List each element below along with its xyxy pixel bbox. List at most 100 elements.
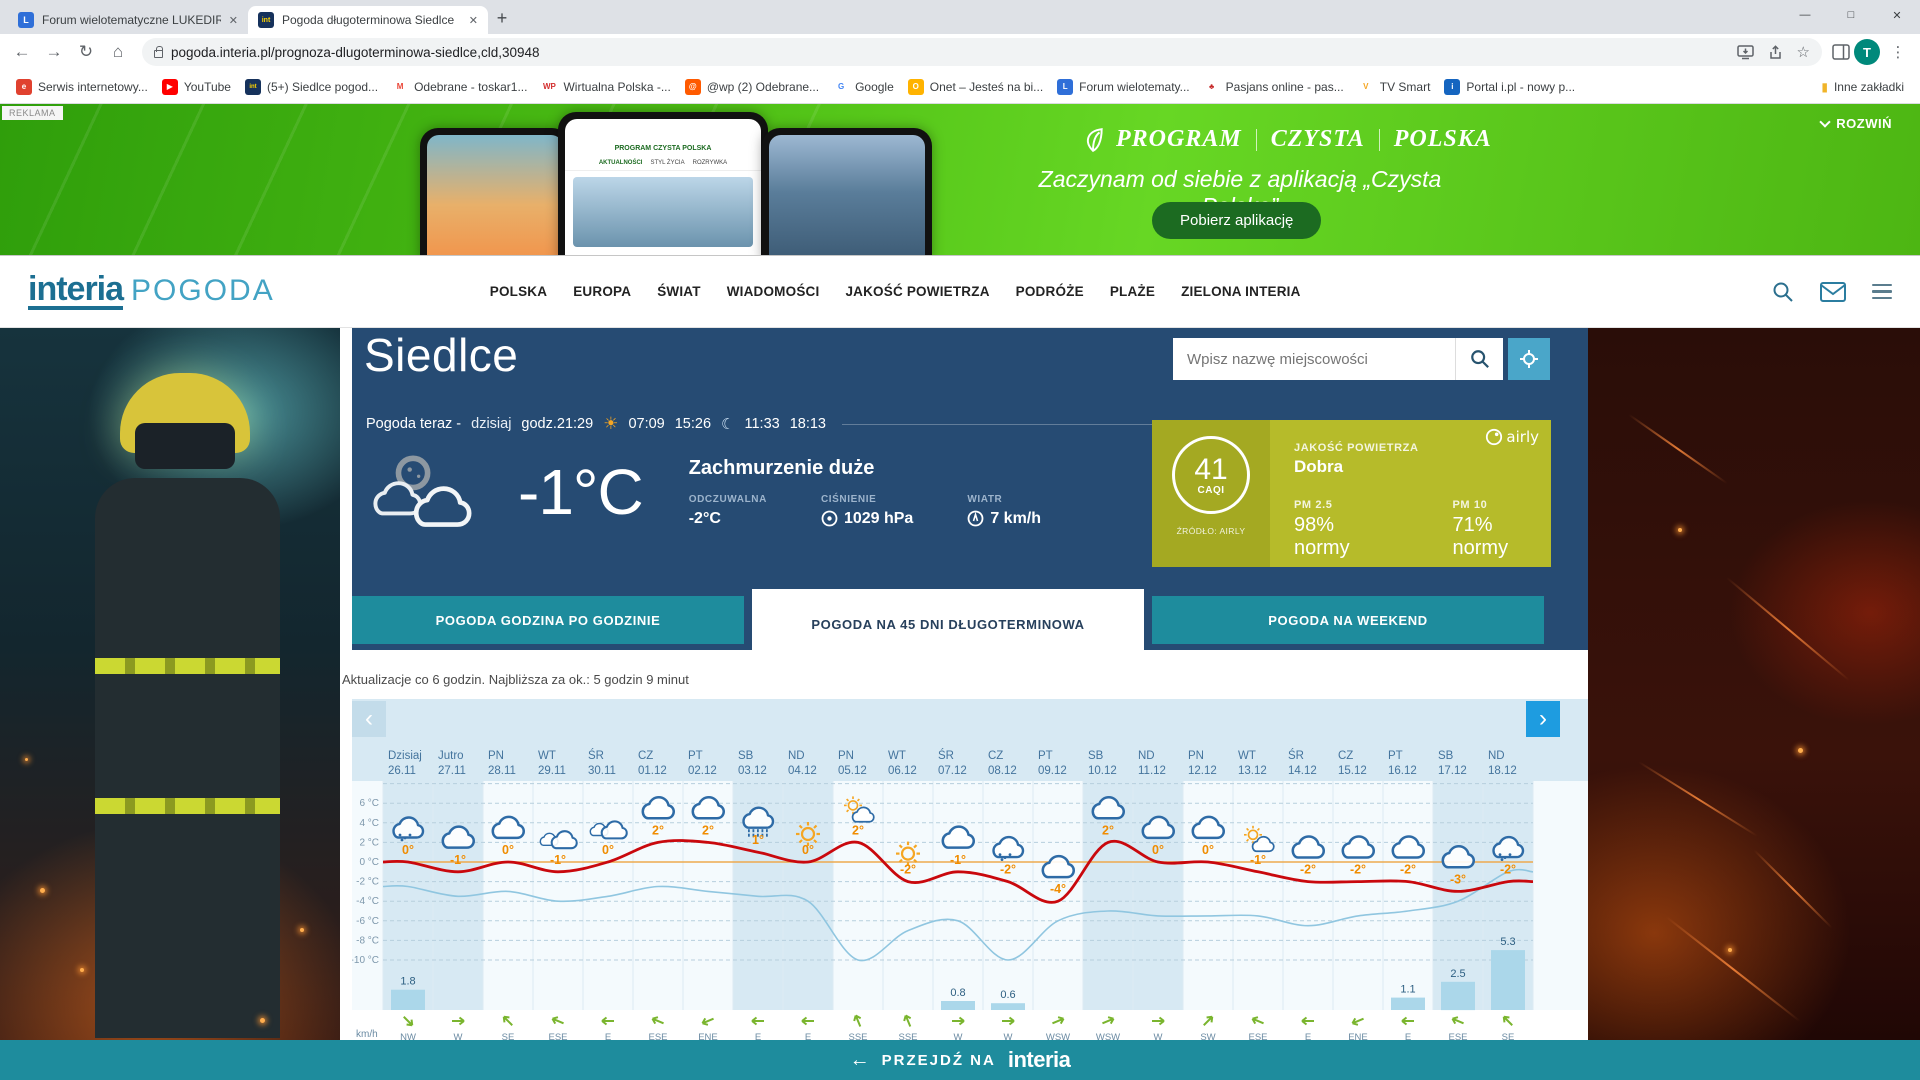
other-bookmarks[interactable]: ▮ Inne zakładki: [1821, 79, 1904, 94]
forecast-tab[interactable]: POGODA GODZINA PO GODZINIE: [352, 596, 744, 644]
chart-date-label: 06.12: [888, 765, 917, 777]
search-submit-button[interactable]: [1455, 338, 1503, 380]
day-temp-label: -1°: [1250, 853, 1266, 867]
left-skin-ad[interactable]: [0, 328, 340, 1040]
bookmarks-bar: e Serwis internetowy... ▶ YouTube int (5+) Si…: [0, 70, 1920, 104]
forecast-tab[interactable]: POGODA NA WEEKEND: [1152, 596, 1544, 644]
nav-item[interactable]: ZIELONA INTERIA: [1181, 284, 1301, 299]
bookmark-item[interactable]: ♣ Pasjans online - pas...: [1198, 76, 1350, 98]
chart-prev-button[interactable]: ‹: [352, 701, 386, 737]
nav-item[interactable]: JAKOŚĆ POWIETRZA: [845, 284, 990, 299]
pm25-metric: PM 2.5 98% normy: [1294, 499, 1350, 559]
share-icon[interactable]: [1768, 44, 1783, 60]
side-panel-icon[interactable]: [1832, 44, 1850, 60]
precip-value: 0.8: [950, 987, 965, 999]
day-weather-icon-cloud: [691, 796, 726, 820]
url-bar[interactable]: pogoda.interia.pl/prognoza-dlugoterminow…: [142, 38, 1822, 66]
mail-icon[interactable]: [1820, 281, 1846, 302]
wind-unit-label: km/h: [356, 1029, 378, 1040]
nav-item[interactable]: PLAŻE: [1109, 284, 1156, 299]
tab-close-icon[interactable]: ✕: [468, 14, 478, 27]
wind-arrow-icon: [1152, 1016, 1165, 1026]
window-controls: — □ ✕: [1782, 0, 1920, 30]
day-weather-icon-cloud: [1341, 835, 1376, 859]
tab-title: Pogoda długoterminowa Siedlce: [282, 13, 455, 27]
minimize-button[interactable]: —: [1799, 9, 1811, 21]
close-button[interactable]: ✕: [1892, 9, 1902, 22]
forward-button[interactable]: →: [45, 42, 63, 61]
bookmark-favicon: O: [907, 78, 924, 95]
nav-item[interactable]: ŚWIAT: [657, 284, 701, 299]
chart-day-label: PN: [838, 750, 854, 762]
bookmark-item[interactable]: e Serwis internetowy...: [10, 76, 154, 98]
y-tick-label: -2 °C: [356, 877, 379, 888]
day-weather-icon-cloud: [641, 796, 676, 820]
wind-dir-label: E: [755, 1032, 761, 1041]
browser-tab-pogoda[interactable]: int Pogoda długoterminowa Siedlce ✕: [248, 6, 488, 34]
chart-next-button[interactable]: ›: [1526, 701, 1560, 737]
banner-expand-button[interactable]: ROZWIŃ: [1819, 115, 1892, 131]
day-temp-label: 2°: [852, 823, 864, 837]
bookmark-item[interactable]: @ @wp (2) Odebrane...: [679, 76, 825, 98]
home-button[interactable]: ⌂: [112, 42, 124, 61]
ad-banner[interactable]: REKLAMA PROGRAM CZYSTA POLSKA AKTUALNOŚC…: [0, 104, 1920, 256]
aq-rating: Dobra: [1294, 457, 1344, 476]
wind-arrow-icon: [903, 1014, 912, 1027]
bookmark-star-icon[interactable]: ☆: [1796, 44, 1810, 61]
bookmark-label: @wp (2) Odebrane...: [706, 79, 820, 94]
menu-icon[interactable]: [1872, 280, 1892, 304]
search-icon[interactable]: [1772, 281, 1794, 303]
day-weather-icon-clouds: [589, 820, 628, 840]
bookmark-item[interactable]: M Odebrane - toskar1...: [386, 76, 533, 98]
metric-feels-like: ODCZUWALNA -2°C: [688, 493, 767, 527]
day-weather-icon-clouds: [539, 830, 578, 850]
bookmark-label: Portal i.pl - nowy p...: [1466, 79, 1576, 94]
maximize-button[interactable]: □: [1847, 9, 1855, 21]
right-skin-ad[interactable]: [1588, 328, 1920, 1040]
bookmark-item[interactable]: i Portal i.pl - nowy p...: [1438, 76, 1581, 98]
chart-day-label: ŚR: [938, 749, 954, 762]
profile-avatar[interactable]: T: [1854, 39, 1880, 65]
nav-item[interactable]: EUROPA: [573, 284, 632, 299]
back-button[interactable]: ←: [13, 42, 31, 61]
wind-dir-label: SE: [502, 1032, 515, 1041]
chart-day-label: WT: [538, 750, 556, 762]
bookmark-label: Google: [855, 79, 894, 94]
bookmark-item[interactable]: G Google: [827, 76, 900, 98]
bookmark-item[interactable]: L Forum wielotematy...: [1051, 76, 1195, 98]
bookmark-item[interactable]: int (5+) Siedlce pogod...: [239, 76, 384, 98]
location-search-input[interactable]: [1173, 338, 1455, 380]
banner-cta-button[interactable]: Pobierz aplikację: [1152, 202, 1322, 239]
day-temp-label: -4°: [1050, 882, 1066, 896]
chart-date-label: 16.12: [1388, 765, 1417, 777]
browser-tab-forum[interactable]: L Forum wielotematyczne LUKEDIR ✕: [8, 6, 248, 34]
url-text[interactable]: pogoda.interia.pl/prognoza-dlugoterminow…: [171, 44, 540, 60]
interia-pogoda-logo[interactable]: interia POGODA: [28, 270, 275, 310]
nav-item[interactable]: WIADOMOŚCI: [726, 284, 820, 299]
banner-brand: PROGRAM CZYSTA POLSKA: [1080, 126, 1492, 153]
chart-date-label: 01.12: [638, 765, 667, 777]
main-nav: POLSKA EUROPA ŚWIAT WIADOMOŚCI JAKOŚĆ POWIET…: [490, 284, 1301, 299]
wind-dir-label: W: [954, 1032, 963, 1041]
browser-menu-icon[interactable]: ⋮: [1890, 44, 1906, 61]
tab-close-icon[interactable]: ✕: [228, 14, 238, 27]
bookmark-favicon: G: [833, 78, 850, 95]
forecast-tab[interactable]: POGODA NA 45 DNI DŁUGOTERMINOWA: [752, 589, 1144, 659]
bookmark-favicon: i: [1444, 78, 1461, 95]
geolocate-button[interactable]: [1508, 338, 1550, 380]
new-tab-button[interactable]: +: [496, 7, 508, 28]
bookmark-item[interactable]: O Onet – Jesteś na bi...: [902, 76, 1049, 98]
nav-item[interactable]: PODRÓŻE: [1015, 284, 1084, 299]
wind-dir-label: WSW: [1096, 1032, 1120, 1041]
bookmark-item[interactable]: V TV Smart: [1352, 76, 1437, 98]
day-temp-label: 0°: [602, 843, 614, 857]
air-quality-widget[interactable]: 41 CAQI ŹRÓDŁO: AIRLY airly JAKOŚĆ POWIE…: [1152, 420, 1551, 567]
footer-bar[interactable]: ← PRZEJDŹ NA interia: [0, 1040, 1920, 1080]
install-icon[interactable]: [1736, 44, 1754, 60]
bookmark-item[interactable]: ▶ YouTube: [156, 76, 237, 98]
wind-arrow-icon: [1002, 1016, 1015, 1026]
reload-button[interactable]: ↻: [78, 42, 94, 61]
wind-arrow-icon: [1251, 1016, 1264, 1025]
nav-item[interactable]: POLSKA: [489, 284, 548, 299]
bookmark-item[interactable]: WP Wirtualna Polska -...: [535, 76, 676, 98]
